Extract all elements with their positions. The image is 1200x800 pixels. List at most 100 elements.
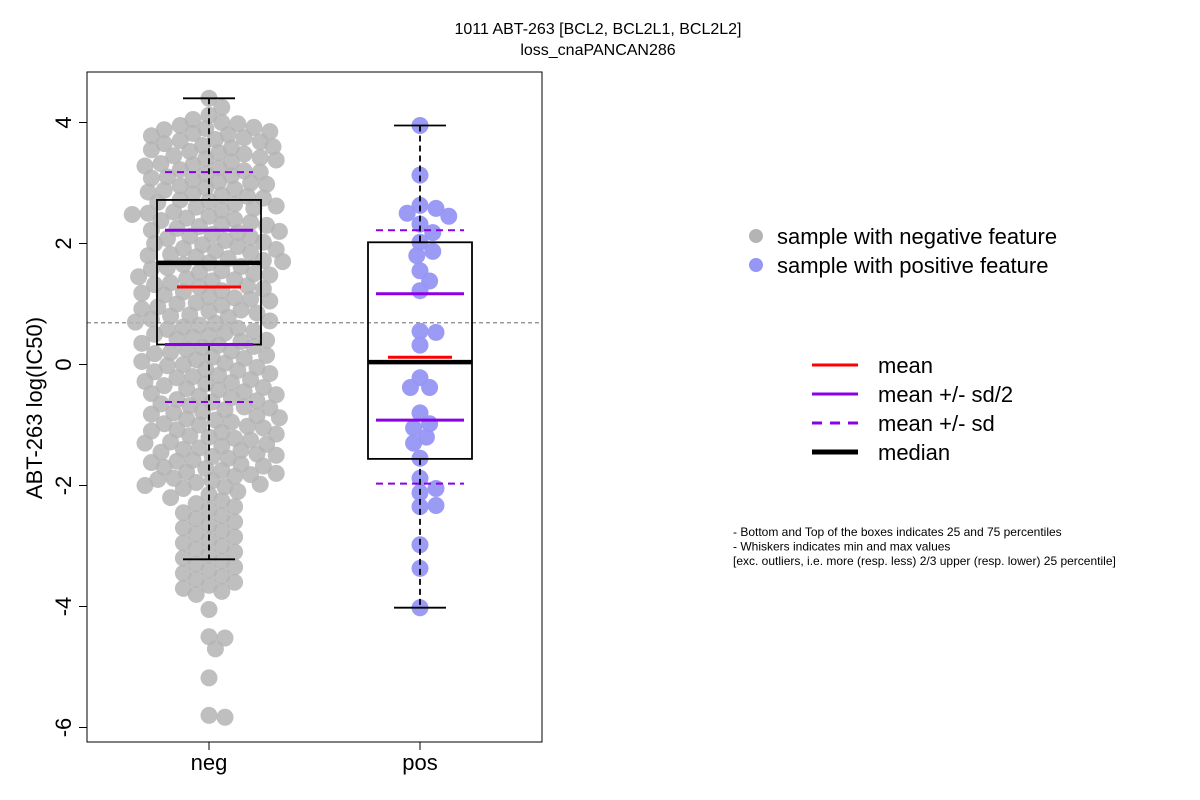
pos-point [440, 207, 458, 225]
neg-point [174, 564, 192, 582]
neg-point [133, 284, 151, 302]
pos-point [427, 199, 445, 217]
pos-point [411, 196, 429, 214]
pos-point [411, 498, 429, 516]
pos-point [411, 322, 429, 340]
y-axis: -6 -4 -2 0 2 4 [51, 116, 87, 737]
neg-point [254, 233, 272, 251]
neg-point [251, 133, 269, 151]
neg-point [133, 352, 151, 370]
neg-point [187, 525, 205, 543]
neg-point [216, 708, 234, 726]
neg-point [142, 141, 160, 159]
neg-point [254, 457, 272, 475]
neg-point [133, 334, 151, 352]
neg-point [226, 558, 244, 576]
neg-point [242, 174, 260, 192]
neg-point [238, 417, 256, 435]
neg-point [187, 570, 205, 588]
neg-point [171, 117, 189, 135]
neg-point [168, 391, 186, 409]
neg-point [165, 203, 183, 221]
neg-point [197, 165, 215, 183]
neg-point [200, 288, 218, 306]
neg-point [181, 427, 199, 445]
pos-point [427, 480, 445, 498]
neg-point [229, 115, 247, 133]
neg-point [216, 629, 234, 647]
neg-point [226, 180, 244, 198]
legend-stat-item: mean [812, 353, 933, 378]
neg-point [184, 185, 202, 203]
plot-area: -6 -4 -2 0 2 4 neg pos [51, 89, 542, 775]
neg-point [213, 552, 231, 570]
neg-point [232, 301, 250, 319]
neg-point [248, 392, 266, 410]
pos-point [411, 166, 429, 184]
y-tick-label: -2 [51, 476, 76, 496]
neg-point [213, 423, 231, 441]
legend-stat-label: mean [878, 353, 933, 378]
neg-point [267, 446, 285, 464]
pos-point [411, 469, 429, 487]
neg-point [149, 470, 167, 488]
note-line: [exc. outliers, i.e. more (resp. less) 2… [733, 554, 1116, 568]
neg-point [210, 144, 228, 162]
neg-point [242, 228, 260, 246]
neg-point [229, 238, 247, 256]
neg-point [222, 153, 240, 171]
neg-point [174, 356, 192, 373]
neg-point [194, 403, 212, 421]
y-tick-label: -6 [51, 718, 76, 738]
neg-point [213, 492, 231, 510]
neg-point [187, 510, 205, 528]
neg-point [155, 415, 173, 433]
neg-point [226, 210, 244, 228]
neg-point [216, 478, 234, 496]
neg-point [203, 472, 221, 490]
legend-stat-item: mean +/- sd [812, 411, 995, 436]
pos-point [427, 323, 445, 341]
neg-point [174, 579, 192, 597]
neg-point [267, 197, 285, 215]
pos-point [411, 404, 429, 422]
neg-point [194, 136, 212, 154]
neg-point [251, 149, 269, 167]
legend-sample-item: sample with negative feature [749, 224, 1057, 249]
legend-stat-item: mean +/- sd/2 [812, 382, 1013, 407]
legend-sample-label: sample with negative feature [777, 224, 1057, 249]
neg-point [187, 585, 205, 603]
neg-point [158, 230, 176, 248]
y-tick-label: -4 [51, 597, 76, 617]
neg-point [210, 366, 228, 384]
neg-point [213, 567, 231, 585]
neg-point [210, 173, 228, 191]
neg-point [213, 507, 231, 525]
neg-point [213, 582, 231, 600]
neg-point [139, 247, 157, 265]
legend-stat-label: mean +/- sd [878, 411, 995, 436]
neg-point [213, 201, 231, 219]
note-line: - Whiskers indicates min and max values [733, 540, 950, 554]
x-tick-label: pos [402, 750, 437, 775]
pos-point [427, 496, 445, 514]
neg-point [226, 543, 244, 561]
neg-point [146, 325, 164, 343]
legend-sample-marker [749, 258, 763, 272]
neg-point [219, 308, 237, 326]
neg-point [254, 378, 272, 396]
neg-point [213, 522, 231, 540]
neg-point [136, 477, 154, 494]
neg-point [187, 198, 205, 216]
neg-point [258, 346, 276, 364]
neg-point [187, 540, 205, 558]
neg-point [130, 268, 148, 286]
neg-point [229, 483, 247, 501]
points-layer [123, 89, 458, 726]
pos-boxplot [367, 124, 473, 609]
neg-point [181, 143, 199, 161]
neg-point [258, 216, 276, 234]
neg-point [142, 221, 160, 239]
neg-point [142, 127, 160, 145]
